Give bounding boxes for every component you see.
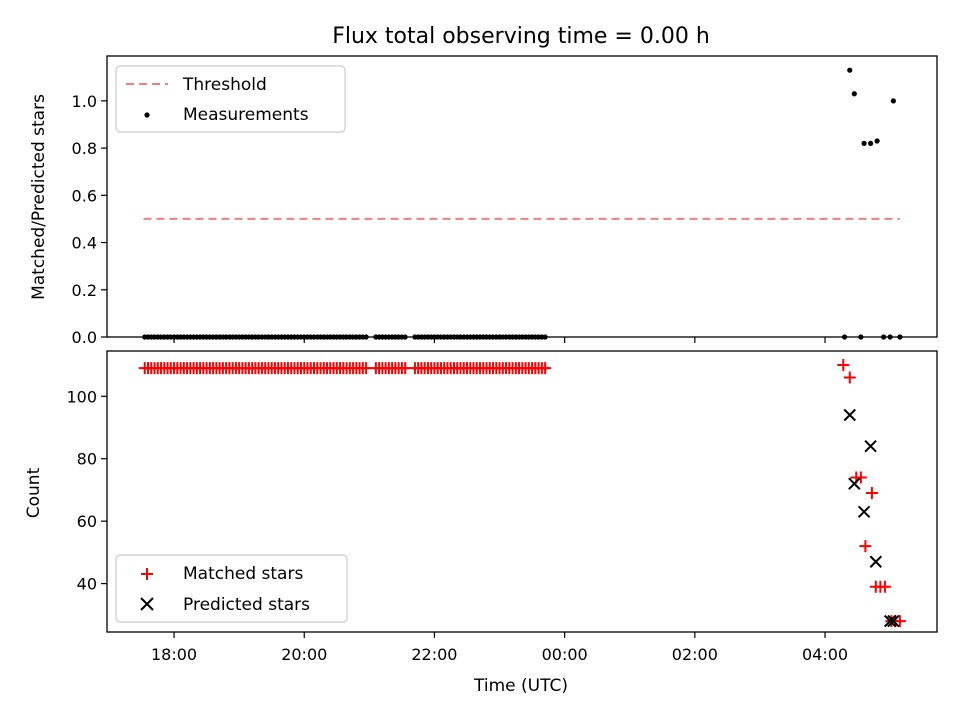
legend-matched-label: Matched stars (183, 564, 303, 584)
bottom-y-tick-label: 40 (77, 575, 97, 594)
legend-threshold-label: Threshold (182, 75, 267, 95)
measurements-series (142, 67, 903, 340)
bottom-y-tick-label: 100 (66, 387, 97, 406)
predicted-star-point (857, 505, 871, 519)
top-y-tick-label: 0.6 (72, 186, 97, 205)
top-y-tick-label: 1.0 (72, 92, 97, 111)
measurement-point (858, 334, 864, 340)
x-tick-label: 00:00 (542, 645, 588, 664)
x-tick-label: 02:00 (672, 645, 718, 664)
legend-measurements-swatch (144, 112, 150, 118)
matched-star-point (843, 371, 856, 384)
measurement-point (887, 334, 893, 340)
matched-stars-series (138, 359, 906, 628)
top-y-tick-label: 0.2 (72, 281, 97, 300)
predicted-star-point (848, 477, 861, 490)
measurement-point (861, 140, 867, 146)
matched-star-point (837, 359, 850, 372)
measurement-point (841, 334, 848, 340)
measurement-point (881, 334, 887, 340)
legend-predicted-label: Predicted stars (183, 595, 310, 615)
top-y-tick-label: 0.8 (72, 139, 97, 158)
bottom-panel: 40 60 80 100 18:00 20:00 22:00 00:00 02:00 04:00… (24, 350, 938, 696)
measurement-point (402, 334, 408, 340)
measurement-point (868, 140, 874, 146)
predicted-star-point (843, 408, 856, 422)
measurement-point (874, 138, 880, 144)
matched-star-point (865, 487, 878, 500)
measurement-point (897, 334, 903, 340)
measurement-point (890, 98, 896, 104)
bottom-y-axis-label: Count (24, 467, 44, 518)
legend-measurements-label: Measurements (183, 105, 309, 125)
x-tick-label: 04:00 (802, 645, 848, 664)
bottom-x-axis: 18:00 20:00 22:00 00:00 02:00 04:00 (151, 632, 848, 664)
matched-star-point (854, 471, 867, 484)
x-tick-label: 22:00 (411, 645, 457, 664)
top-legend-box (115, 65, 346, 133)
legend-predicted-swatch (140, 597, 154, 611)
predicted-stars-series (843, 408, 900, 628)
top-legend: Threshold Measurements (115, 65, 346, 133)
measurement-point (851, 91, 857, 97)
predicted-star-point (883, 614, 897, 628)
measurement-point (542, 334, 548, 340)
top-panel: 0.0 0.2 0.4 0.6 0.8 1.0 Matched/Predicted sta… (29, 55, 938, 347)
measurement-point (847, 67, 853, 73)
matched-star-point (878, 580, 891, 593)
top-y-tick-label: 0.0 (72, 328, 97, 347)
bottom-y-axis: 40 60 80 100 (66, 387, 107, 594)
bottom-plot-frame (106, 350, 938, 633)
matched-star-point (859, 540, 872, 553)
matched-star-point (893, 615, 906, 628)
top-y-axis: 0.0 0.2 0.4 0.6 0.8 1.0 (72, 92, 107, 347)
predicted-star-point (887, 614, 900, 628)
matched-star-point (539, 362, 552, 375)
bottom-y-tick-label: 60 (77, 512, 97, 531)
predicted-star-point (864, 440, 877, 453)
top-y-axis-label: Matched/Predicted stars (29, 94, 49, 300)
predicted-star-point (869, 555, 883, 568)
bottom-y-tick-label: 80 (77, 450, 97, 469)
bottom-legend-box (115, 554, 348, 623)
top-y-tick-label: 0.4 (72, 234, 97, 253)
x-tick-label: 18:00 (151, 645, 197, 664)
chart-title: Flux total observing time = 0.00 h (332, 24, 710, 49)
x-tick-label: 20:00 (281, 645, 327, 664)
bottom-legend: Matched stars Predicted stars (115, 554, 348, 623)
x-axis-label: Time (UTC) (473, 676, 568, 696)
measurement-point (363, 334, 369, 340)
legend-matched-swatch (141, 568, 153, 580)
